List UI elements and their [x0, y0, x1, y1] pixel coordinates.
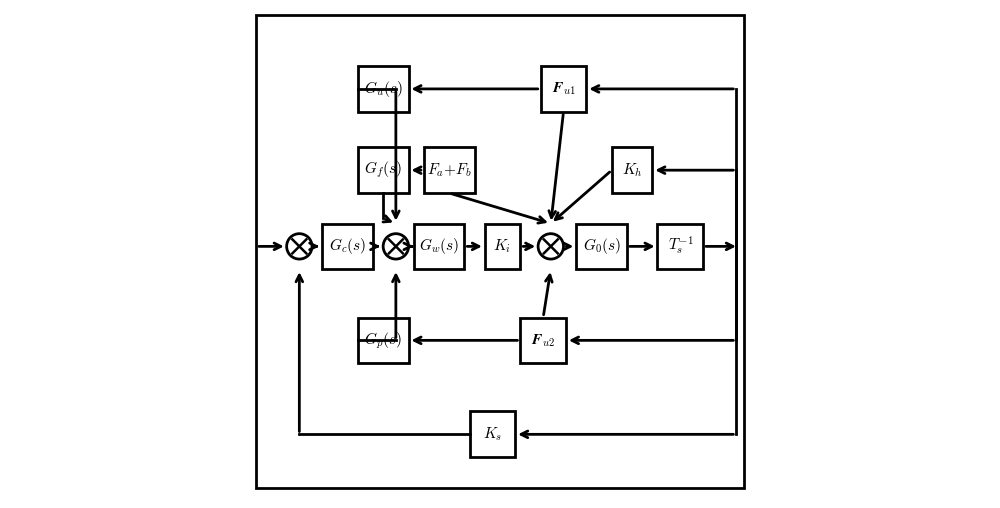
Text: $G_w(s)$: $G_w(s)$: [419, 236, 459, 257]
FancyBboxPatch shape: [657, 224, 703, 269]
Text: $K_i$: $K_i$: [493, 238, 512, 255]
Text: $T_s^{-1}$: $T_s^{-1}$: [668, 235, 693, 258]
Text: $G_c(s)$: $G_c(s)$: [329, 236, 366, 257]
Text: $K_h$: $K_h$: [622, 162, 643, 179]
FancyBboxPatch shape: [358, 318, 409, 363]
Text: $G_p(s)$: $G_p(s)$: [364, 330, 402, 351]
FancyBboxPatch shape: [358, 66, 409, 112]
Circle shape: [538, 234, 564, 259]
Circle shape: [287, 234, 312, 259]
FancyBboxPatch shape: [576, 224, 627, 269]
FancyBboxPatch shape: [358, 147, 409, 193]
FancyBboxPatch shape: [470, 411, 515, 457]
Text: $G_f(s)$: $G_f(s)$: [364, 160, 402, 180]
Circle shape: [383, 234, 409, 259]
FancyBboxPatch shape: [322, 224, 373, 269]
FancyBboxPatch shape: [424, 147, 475, 193]
Text: $G_u(s)$: $G_u(s)$: [364, 79, 402, 99]
FancyBboxPatch shape: [485, 224, 520, 269]
FancyBboxPatch shape: [612, 147, 652, 193]
FancyBboxPatch shape: [541, 66, 586, 112]
Text: $F_a{+}F_b$: $F_a{+}F_b$: [427, 162, 472, 179]
Text: $G_0(s)$: $G_0(s)$: [583, 236, 621, 257]
Text: $\boldsymbol{F}_{u1}$: $\boldsymbol{F}_{u1}$: [552, 81, 575, 97]
Text: $K_s$: $K_s$: [483, 426, 502, 443]
Text: $\boldsymbol{F}_{u2}$: $\boldsymbol{F}_{u2}$: [531, 332, 555, 348]
FancyBboxPatch shape: [520, 318, 566, 363]
FancyBboxPatch shape: [414, 224, 464, 269]
